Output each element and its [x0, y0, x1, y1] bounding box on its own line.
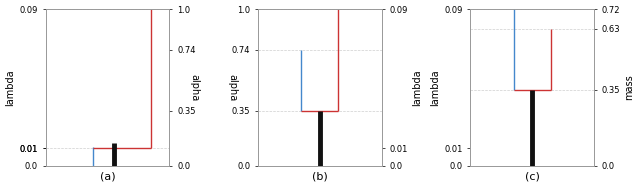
X-axis label: (b): (b) [312, 171, 328, 181]
Y-axis label: lambda: lambda [412, 69, 422, 106]
Y-axis label: lambda: lambda [430, 69, 440, 106]
X-axis label: (c): (c) [525, 171, 540, 181]
Y-axis label: mass: mass [625, 75, 634, 100]
Y-axis label: alpha: alpha [189, 74, 200, 101]
Y-axis label: lambda: lambda [6, 69, 15, 106]
X-axis label: (a): (a) [100, 171, 115, 181]
Y-axis label: alpha: alpha [228, 74, 237, 101]
